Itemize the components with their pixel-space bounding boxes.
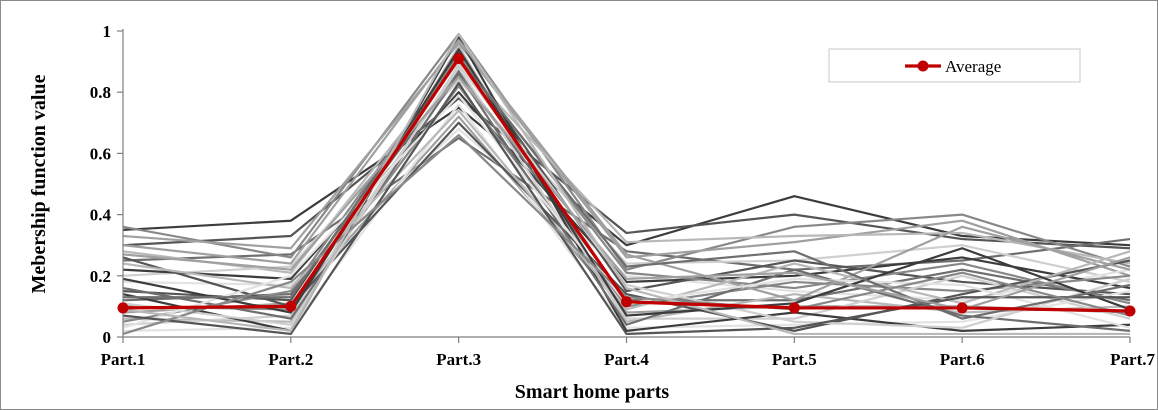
average-point xyxy=(1124,305,1136,317)
x-tick-label: Part.7 xyxy=(1110,350,1155,369)
series-line xyxy=(122,42,1131,277)
series-line xyxy=(122,91,1131,290)
average-point xyxy=(621,296,632,308)
x-tick-label: Part.5 xyxy=(772,350,817,369)
x-tick-label: Part.1 xyxy=(101,350,146,369)
series-line xyxy=(122,127,1131,302)
legend-marker xyxy=(917,60,929,72)
label-layer: 0 0.2 0.4 0.6 0.8 1 Part.1 Part.2 Part.3 Part.4 Pa… xyxy=(28,22,1155,403)
x-tick-label: Part.2 xyxy=(268,350,313,369)
series-line xyxy=(122,103,1131,332)
average-point xyxy=(453,53,465,65)
series-line xyxy=(122,51,1131,302)
series-line xyxy=(122,137,1131,271)
average-point xyxy=(117,302,129,314)
x-tick-label: Part.6 xyxy=(940,350,985,369)
series-line xyxy=(122,81,1130,336)
average-point xyxy=(285,300,297,312)
y-tick-label: 0.4 xyxy=(90,206,112,225)
series-line xyxy=(122,60,1131,274)
series-line xyxy=(122,39,1131,302)
legend: Average xyxy=(828,48,1081,83)
x-tick-label: Part.4 xyxy=(604,350,649,369)
series-line xyxy=(123,57,1131,320)
series-line xyxy=(122,66,1131,326)
y-tick-label: 0 xyxy=(103,328,112,347)
average-point xyxy=(788,302,800,314)
average-layer xyxy=(117,53,1136,317)
series-line xyxy=(122,72,1131,332)
x-axis-title: Smart home parts xyxy=(515,381,670,403)
y-tick-label: 0.8 xyxy=(90,83,111,102)
average-point xyxy=(956,302,968,314)
y-tick-label: 1 xyxy=(103,22,112,41)
series-line xyxy=(122,48,1131,317)
y-tick-label: 0.6 xyxy=(90,144,111,163)
series-line xyxy=(122,78,1131,283)
y-tick-label: 0.2 xyxy=(90,267,111,286)
axes-layer xyxy=(117,29,1131,343)
series-line xyxy=(122,54,1131,323)
series-line xyxy=(122,32,1131,271)
legend-label: Average xyxy=(945,57,1001,76)
legend-box xyxy=(828,48,1081,83)
y-axis-title: Mebership function value xyxy=(28,74,50,293)
series-line xyxy=(122,63,1131,329)
series-line xyxy=(122,97,1131,250)
x-tick-label: Part.3 xyxy=(436,350,481,369)
series-line xyxy=(122,32,1130,336)
series-line xyxy=(122,106,1131,247)
